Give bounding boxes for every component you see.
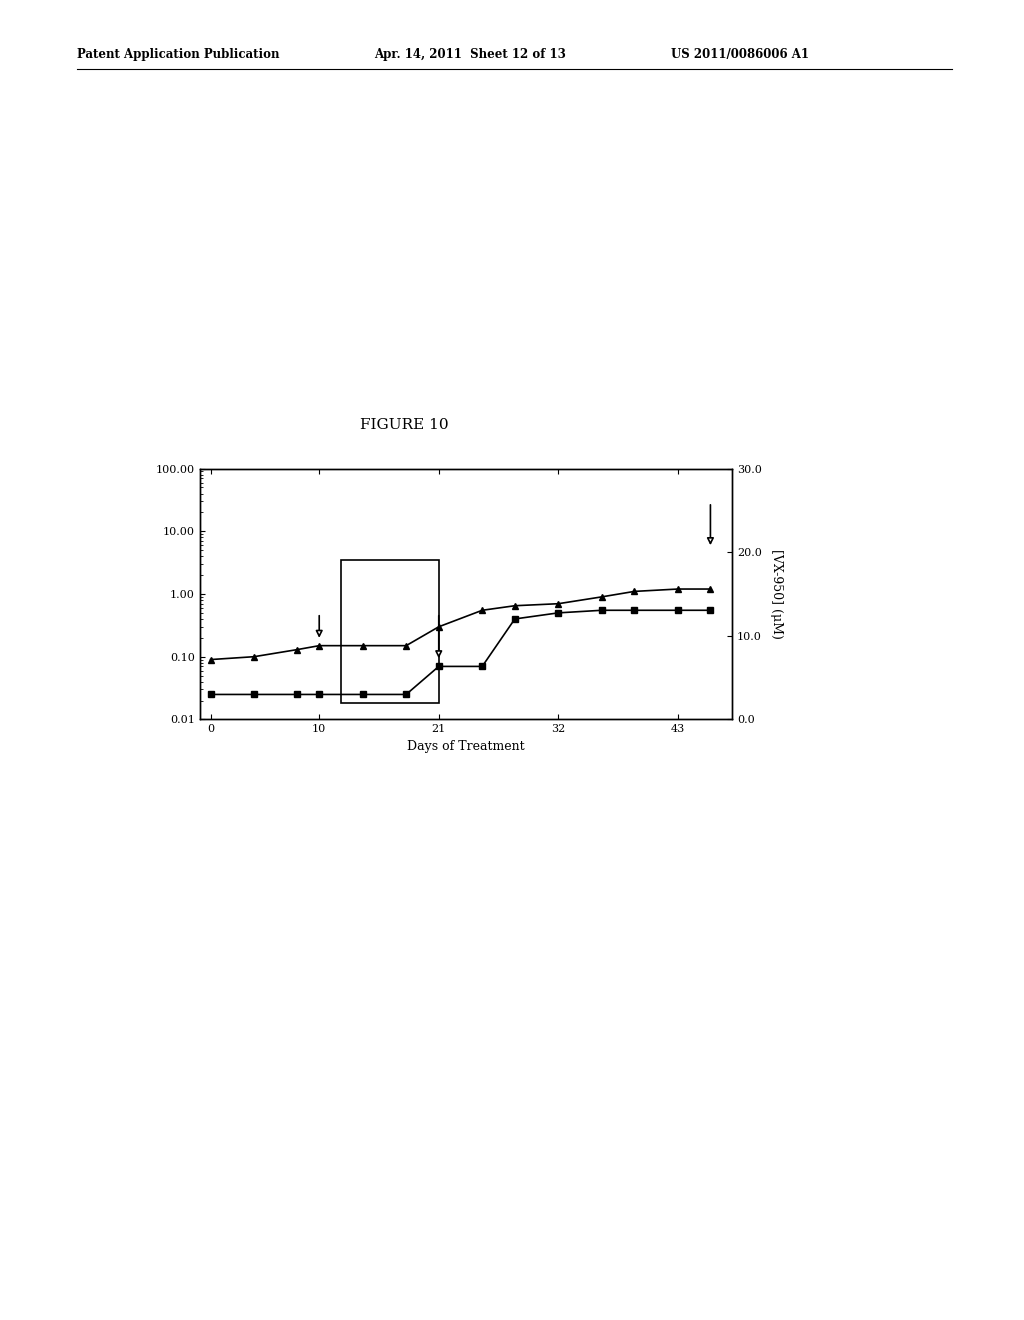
Text: US 2011/0086006 A1: US 2011/0086006 A1 xyxy=(671,48,809,61)
Text: FIGURE 10: FIGURE 10 xyxy=(360,418,449,432)
X-axis label: Days of Treatment: Days of Treatment xyxy=(408,739,524,752)
Text: Patent Application Publication: Patent Application Publication xyxy=(77,48,280,61)
Bar xyxy=(341,560,438,704)
Y-axis label: [VX-950] (μM): [VX-950] (μM) xyxy=(770,549,782,639)
Text: Apr. 14, 2011  Sheet 12 of 13: Apr. 14, 2011 Sheet 12 of 13 xyxy=(374,48,565,61)
